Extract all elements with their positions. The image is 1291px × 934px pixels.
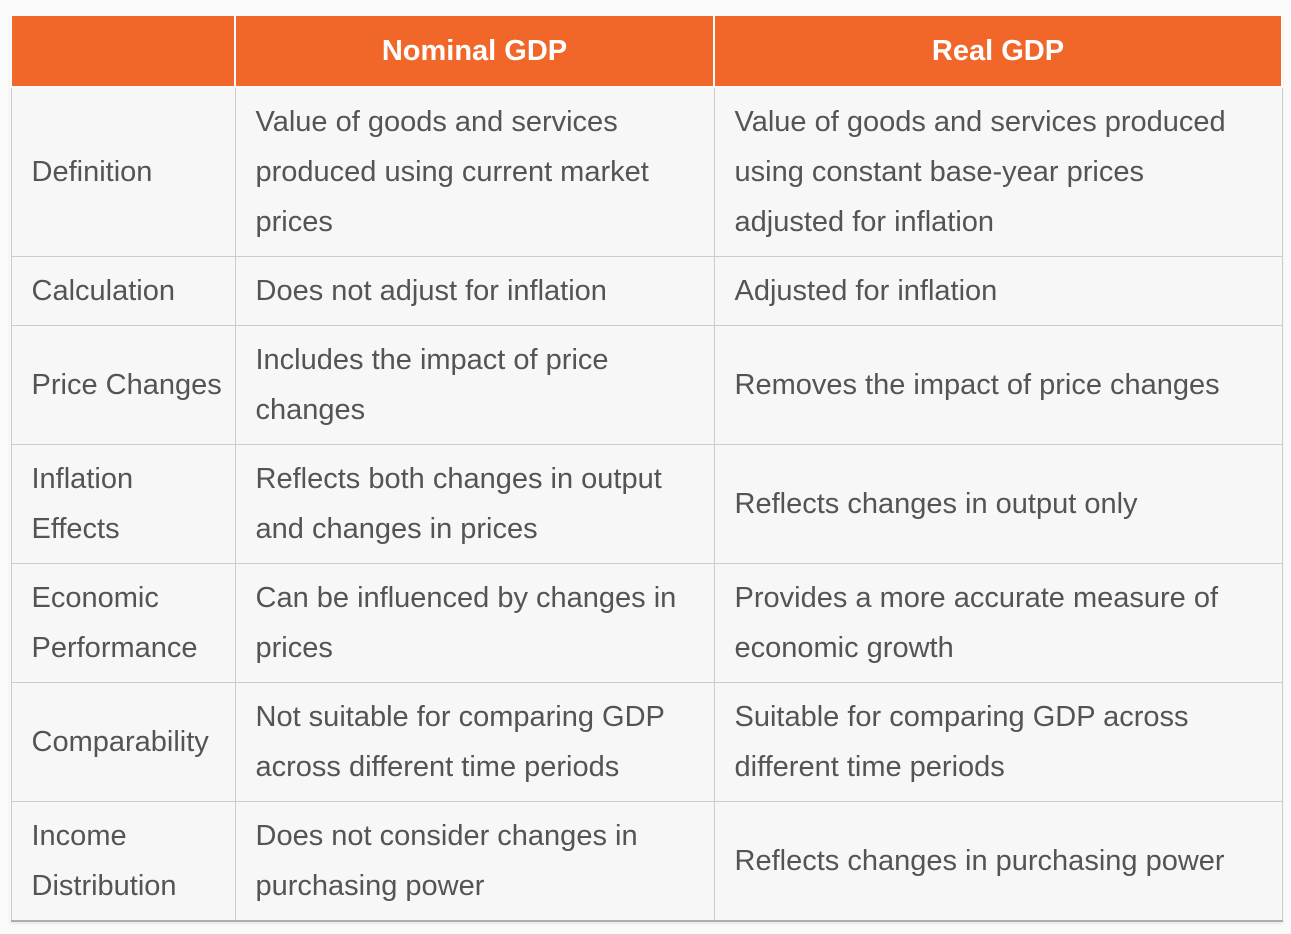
real-gdp-cell: Reflects changes in output only [713, 444, 1283, 564]
table-row: Economic Performance Can be influenced by… [10, 563, 1283, 683]
row-label: Economic Performance [10, 563, 236, 683]
nominal-gdp-cell: Not suitable for comparing GDP across di… [234, 682, 715, 802]
header-cell-empty [10, 14, 236, 88]
table-row: Calculation Does not adjust for inflation… [10, 256, 1283, 326]
nominal-gdp-cell: Can be influenced by changes in prices [234, 563, 715, 683]
table-body: Definition Value of goods and services pr… [10, 86, 1283, 922]
real-gdp-cell: Removes the impact of price changes [713, 325, 1283, 445]
real-gdp-cell: Adjusted for inflation [713, 256, 1283, 326]
gdp-comparison-table: Nominal GDP Real GDP Definition Value of … [10, 14, 1283, 922]
table-row: Income Distribution Does not consider cha… [10, 801, 1283, 922]
table-row: Price Changes Includes the impact of pric… [10, 325, 1283, 445]
nominal-gdp-cell: Does not consider changes in purchasing … [234, 801, 715, 922]
row-label: Definition [10, 86, 236, 257]
header-cell-real-gdp: Real GDP [713, 14, 1283, 88]
row-label: Comparability [10, 682, 236, 802]
nominal-gdp-cell: Includes the impact of price changes [234, 325, 715, 445]
real-gdp-cell: Provides a more accurate measure of econ… [713, 563, 1283, 683]
table-row: Comparability Not suitable for comparing … [10, 682, 1283, 802]
real-gdp-cell: Reflects changes in purchasing power [713, 801, 1283, 922]
row-label: Calculation [10, 256, 236, 326]
real-gdp-cell: Value of goods and services produced usi… [713, 86, 1283, 257]
header-cell-nominal-gdp: Nominal GDP [234, 14, 715, 88]
row-label: Income Distribution [10, 801, 236, 922]
row-label: Price Changes [10, 325, 236, 445]
header-row: Nominal GDP Real GDP [10, 14, 1283, 88]
real-gdp-cell: Suitable for comparing GDP across differ… [713, 682, 1283, 802]
nominal-gdp-cell: Value of goods and services produced usi… [234, 86, 715, 257]
nominal-gdp-cell: Does not adjust for inflation [234, 256, 715, 326]
table-header: Nominal GDP Real GDP [10, 14, 1283, 88]
table-row: Definition Value of goods and services pr… [10, 86, 1283, 257]
table-row: Inflation Effects Reflects both changes i… [10, 444, 1283, 564]
row-label: Inflation Effects [10, 444, 236, 564]
nominal-gdp-cell: Reflects both changes in output and chan… [234, 444, 715, 564]
